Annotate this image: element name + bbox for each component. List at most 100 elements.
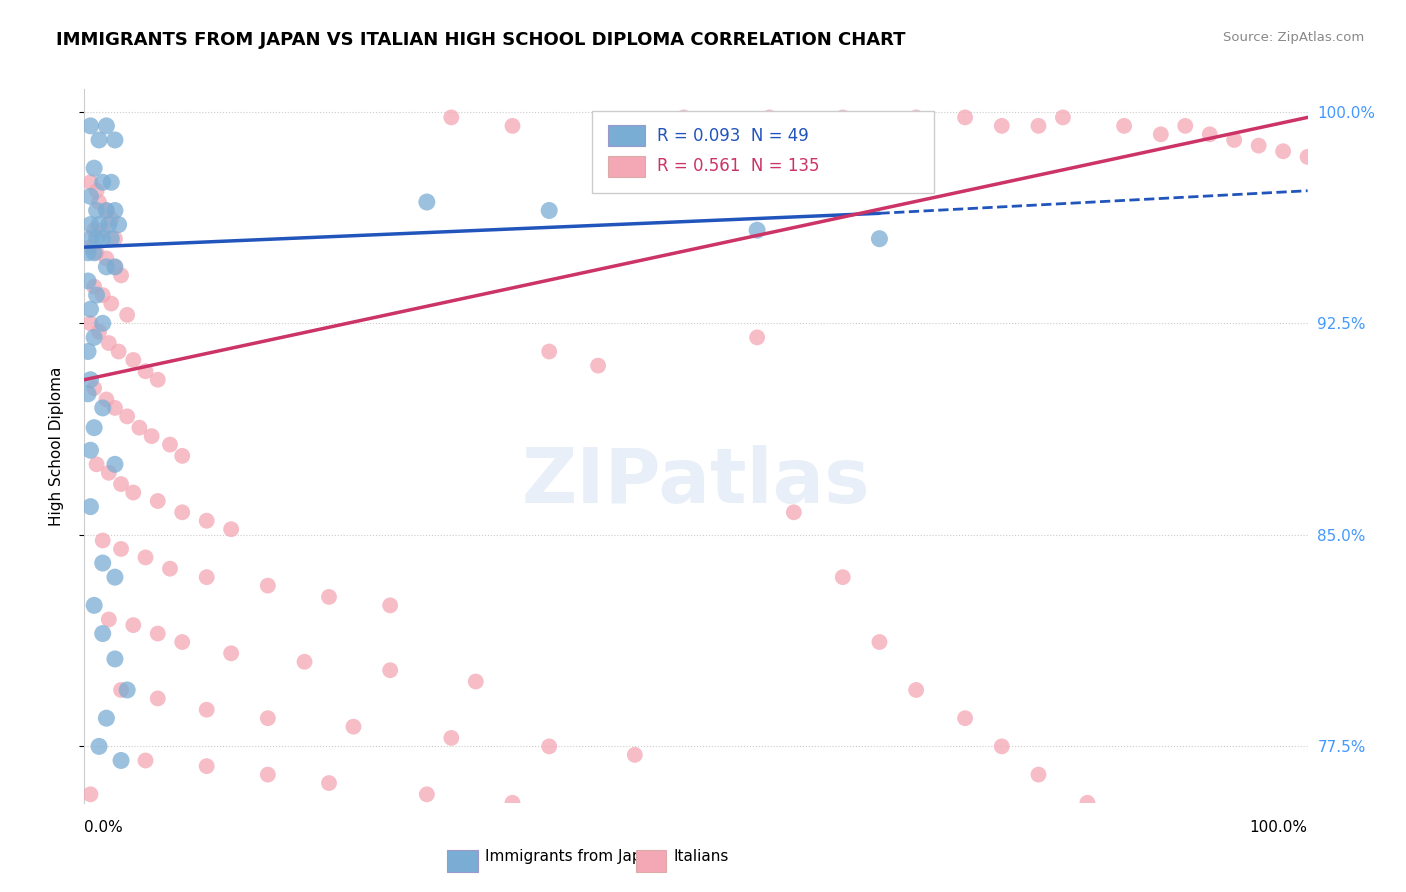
Point	[172, 635, 194, 649]
Point	[172, 824, 194, 838]
Point	[905, 111, 928, 125]
Point	[783, 505, 806, 519]
Point	[115, 308, 138, 322]
Point	[100, 211, 122, 226]
Point	[636, 871, 658, 886]
Text: Immigrants from Japan: Immigrants from Japan	[485, 849, 661, 863]
Text: 100.0%: 100.0%	[1250, 820, 1308, 835]
Point	[146, 494, 169, 508]
Point	[709, 119, 731, 133]
Point	[502, 119, 524, 133]
Point	[831, 111, 853, 125]
Point	[1114, 119, 1136, 133]
Point	[96, 203, 118, 218]
Point	[1198, 128, 1220, 142]
Point	[464, 674, 486, 689]
Point	[96, 119, 118, 133]
Point	[77, 245, 100, 260]
Point	[122, 618, 145, 632]
Point	[86, 203, 108, 218]
Point	[104, 458, 127, 472]
Point	[104, 570, 127, 584]
Point	[91, 288, 114, 302]
Point	[110, 268, 132, 283]
Point	[172, 449, 194, 463]
Point	[672, 111, 695, 125]
FancyBboxPatch shape	[592, 111, 935, 193]
Point	[1076, 796, 1098, 810]
Point	[1028, 767, 1050, 781]
Point	[122, 353, 145, 368]
Point	[195, 514, 218, 528]
Point	[96, 203, 118, 218]
Point	[538, 203, 561, 218]
Point	[257, 767, 280, 781]
Point	[257, 711, 280, 725]
Point	[79, 788, 101, 802]
Point	[87, 325, 110, 339]
Point	[87, 133, 110, 147]
Point	[107, 344, 129, 359]
Point	[83, 381, 105, 395]
Text: R = 0.093  N = 49: R = 0.093 N = 49	[657, 127, 808, 145]
Point	[991, 739, 1014, 754]
Point	[86, 232, 108, 246]
Point	[77, 274, 100, 288]
Point	[83, 599, 105, 613]
Point	[79, 232, 101, 246]
Point	[79, 119, 101, 133]
Point	[79, 189, 101, 203]
Point	[538, 739, 561, 754]
Point	[831, 570, 853, 584]
Point	[91, 626, 114, 640]
Point	[104, 232, 127, 246]
Point	[1296, 150, 1319, 164]
Point	[905, 683, 928, 698]
FancyBboxPatch shape	[607, 155, 644, 177]
Point	[1247, 138, 1270, 153]
Point	[96, 260, 118, 274]
Point	[83, 420, 105, 434]
Point	[953, 711, 976, 725]
Point	[1174, 119, 1197, 133]
Point	[91, 316, 114, 330]
Point	[128, 420, 150, 434]
Point	[83, 279, 105, 293]
Point	[86, 458, 108, 472]
Point	[79, 316, 101, 330]
Point	[77, 387, 100, 401]
Point	[91, 175, 114, 189]
Point	[91, 556, 114, 570]
Text: Italians: Italians	[673, 849, 728, 863]
Point	[747, 880, 769, 892]
Point	[104, 401, 127, 415]
Point	[624, 747, 647, 762]
Point	[869, 119, 891, 133]
Point	[79, 443, 101, 458]
Point	[97, 336, 120, 351]
Point	[110, 541, 132, 556]
Point	[1028, 119, 1050, 133]
FancyBboxPatch shape	[607, 125, 644, 146]
Point	[416, 788, 439, 802]
Point	[83, 245, 105, 260]
Point	[991, 119, 1014, 133]
Point	[416, 194, 439, 209]
Point	[758, 111, 780, 125]
Point	[77, 344, 100, 359]
Point	[135, 754, 157, 768]
Point	[219, 522, 242, 536]
Point	[97, 218, 120, 232]
Point	[586, 359, 609, 373]
Point	[115, 683, 138, 698]
Point	[91, 533, 114, 548]
Text: R = 0.561  N = 135: R = 0.561 N = 135	[657, 157, 820, 175]
Point	[636, 119, 658, 133]
Point	[1052, 111, 1074, 125]
Point	[318, 590, 340, 604]
Point	[502, 796, 524, 810]
Point	[219, 646, 242, 660]
Point	[257, 579, 280, 593]
Point	[87, 739, 110, 754]
Point	[104, 652, 127, 666]
